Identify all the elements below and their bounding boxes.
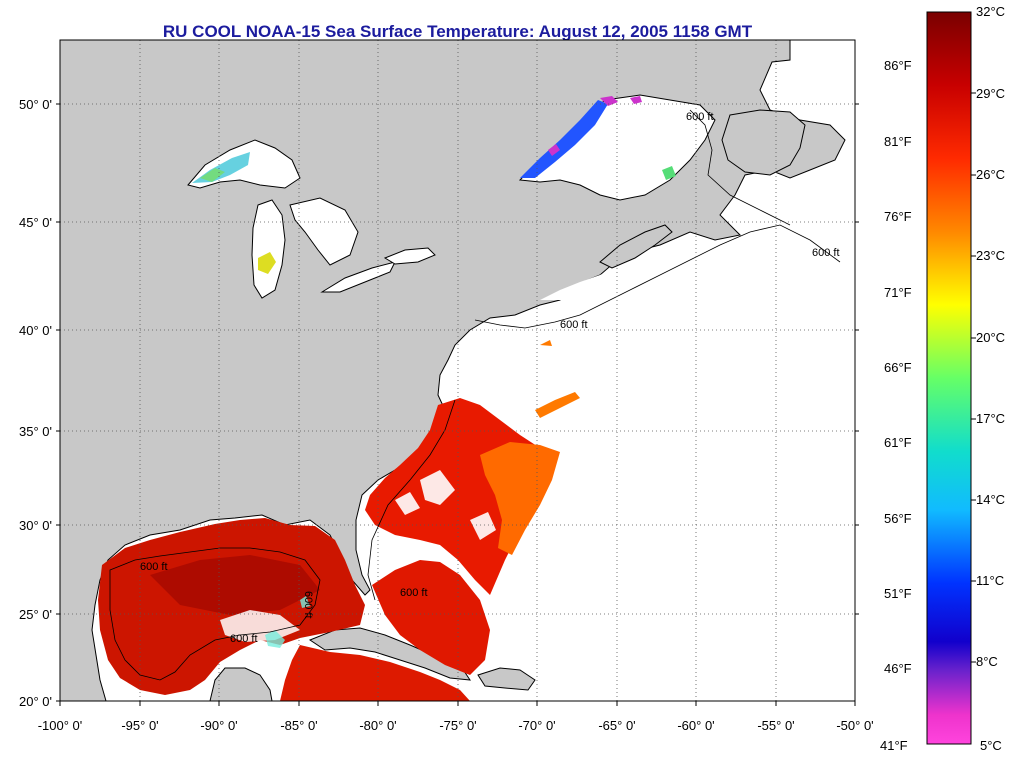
isobath-southeast bbox=[367, 399, 456, 601]
axis-ticks bbox=[56, 103, 859, 706]
colorbar-fahrenheit-label: 46°F bbox=[884, 661, 912, 676]
graticule bbox=[60, 40, 855, 701]
land-north-america bbox=[60, 40, 846, 701]
isobath-label: 600 ft bbox=[302, 591, 314, 619]
colorbar-celsius-label: 23°C bbox=[976, 248, 1006, 263]
sst-gulf-cool-pixels bbox=[265, 596, 310, 648]
lat-label-40: 40° 0' bbox=[19, 323, 52, 338]
colorbar-fahrenheit-label: 61°F bbox=[884, 435, 912, 450]
isobath-newfoundland bbox=[689, 109, 791, 226]
lat-label-25: 25° 0' bbox=[19, 607, 52, 622]
colorbar-celsius-label: 29°C bbox=[976, 86, 1006, 101]
colorbar-ticks bbox=[971, 92, 976, 663]
map-content: 600 ft 600 ft 600 ft 600 ft 600 ft 600 f… bbox=[60, 40, 855, 701]
colorbar-celsius-label: 14°C bbox=[976, 492, 1006, 507]
land-nova-scotia bbox=[599, 224, 673, 269]
lon-label-100: -100° 0' bbox=[38, 718, 83, 733]
land-yucatan bbox=[209, 667, 273, 701]
lat-label-50: 50° 0' bbox=[19, 97, 52, 112]
sst-gulf-st-lawrence-green bbox=[662, 166, 676, 180]
colorbar-fahrenheit-label: 56°F bbox=[884, 511, 912, 526]
colorbar-celsius-label: 26°C bbox=[976, 167, 1006, 182]
colorbar-fahrenheit-label: 71°F bbox=[884, 285, 912, 300]
colorbar-fahrenheit-label: 81°F bbox=[884, 134, 912, 149]
land-hispaniola bbox=[477, 667, 536, 691]
lon-label-75: -75° 0' bbox=[439, 718, 476, 733]
isobath-label: 600 ft bbox=[686, 111, 714, 123]
map-title: RU COOL NOAA-15 Sea Surface Temperature:… bbox=[162, 22, 753, 41]
lon-label-60: -60° 0' bbox=[677, 718, 714, 733]
lake-erie bbox=[320, 261, 396, 293]
isobath-label: 600 ft bbox=[140, 561, 168, 573]
colorbar-celsius-label: 5°C bbox=[980, 738, 1002, 753]
colorbar-celsius-label: 20°C bbox=[976, 330, 1006, 345]
sst-st-lawrence bbox=[520, 100, 608, 178]
lat-label-30: 30° 0' bbox=[19, 518, 52, 533]
sst-atlantic-cloud-gaps bbox=[395, 470, 496, 540]
sst-atlantic-orange-band bbox=[480, 442, 560, 555]
colorbar-fahrenheit-label: 76°F bbox=[884, 209, 912, 224]
lat-label-35: 35° 0' bbox=[19, 424, 52, 439]
sst-gulf-cloud-gap bbox=[220, 610, 300, 642]
isobath-label: 600 ft bbox=[812, 247, 840, 259]
colorbar-celsius-label: 11°C bbox=[976, 573, 1005, 588]
isobath-gulf bbox=[109, 547, 321, 681]
sst-gulf-warm-core bbox=[150, 555, 320, 615]
sst-atlantic-orange-streak bbox=[535, 340, 580, 418]
colorbar bbox=[926, 11, 972, 745]
lat-label-45: 45° 0' bbox=[19, 215, 52, 230]
sst-st-lawrence-magenta bbox=[548, 96, 642, 156]
lon-label-50: -50° 0' bbox=[836, 718, 873, 733]
lon-label-65: -65° 0' bbox=[598, 718, 635, 733]
isobath-atlantic-shelf bbox=[474, 224, 841, 329]
sst-bahamas-atlantic bbox=[372, 560, 490, 675]
water-gulf-of-maine bbox=[540, 268, 625, 300]
sst-lake-michigan bbox=[258, 252, 276, 274]
isobath-label: 600 ft bbox=[560, 319, 588, 331]
lake-huron bbox=[289, 197, 359, 266]
colorbar-fahrenheit-label: 86°F bbox=[884, 58, 912, 73]
lon-label-55: -55° 0' bbox=[757, 718, 794, 733]
isobath-label: 600 ft bbox=[230, 633, 258, 645]
lon-label-70: -70° 0' bbox=[518, 718, 555, 733]
sst-caribbean bbox=[280, 645, 470, 701]
lon-label-85: -85° 0' bbox=[280, 718, 317, 733]
isobath-label: 600 ft bbox=[400, 587, 428, 599]
lon-label-90: -90° 0' bbox=[200, 718, 237, 733]
colorbar-celsius-label: 8°C bbox=[976, 654, 998, 669]
colorbar-fahrenheit-label: 51°F bbox=[884, 586, 912, 601]
colorbar-fahrenheit-label: 41°F bbox=[880, 738, 908, 753]
colorbar-fahrenheit-label: 66°F bbox=[884, 360, 912, 375]
land-newfoundland bbox=[721, 109, 806, 176]
lat-label-20: 20° 0' bbox=[19, 694, 52, 709]
lake-ontario bbox=[383, 247, 436, 265]
lake-michigan bbox=[251, 199, 286, 299]
colorbar-celsius-label: 32°C bbox=[976, 4, 1006, 19]
lon-label-95: -95° 0' bbox=[121, 718, 158, 733]
land-cuba bbox=[308, 627, 472, 681]
lon-label-80: -80° 0' bbox=[359, 718, 396, 733]
sst-lake-superior-green bbox=[200, 168, 225, 182]
colorbar-celsius-label: 17°C bbox=[976, 411, 1006, 426]
